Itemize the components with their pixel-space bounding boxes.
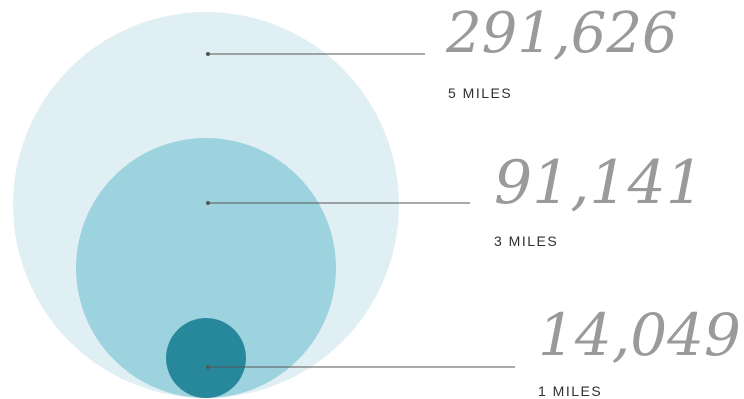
label-5-miles: 5 MILES	[448, 85, 513, 101]
label-3-miles: 3 MILES	[494, 233, 559, 249]
value-1-miles: 14,049	[538, 301, 741, 369]
ring-1-miles	[166, 318, 246, 398]
label-1-miles: 1 MILES	[538, 383, 603, 399]
value-5-miles: 291,626	[446, 1, 678, 66]
leader-dot-3-miles	[206, 201, 210, 205]
leader-dot-1-miles	[206, 365, 210, 369]
leader-dot-5-miles	[206, 52, 210, 56]
value-3-miles: 91,141	[494, 148, 704, 218]
